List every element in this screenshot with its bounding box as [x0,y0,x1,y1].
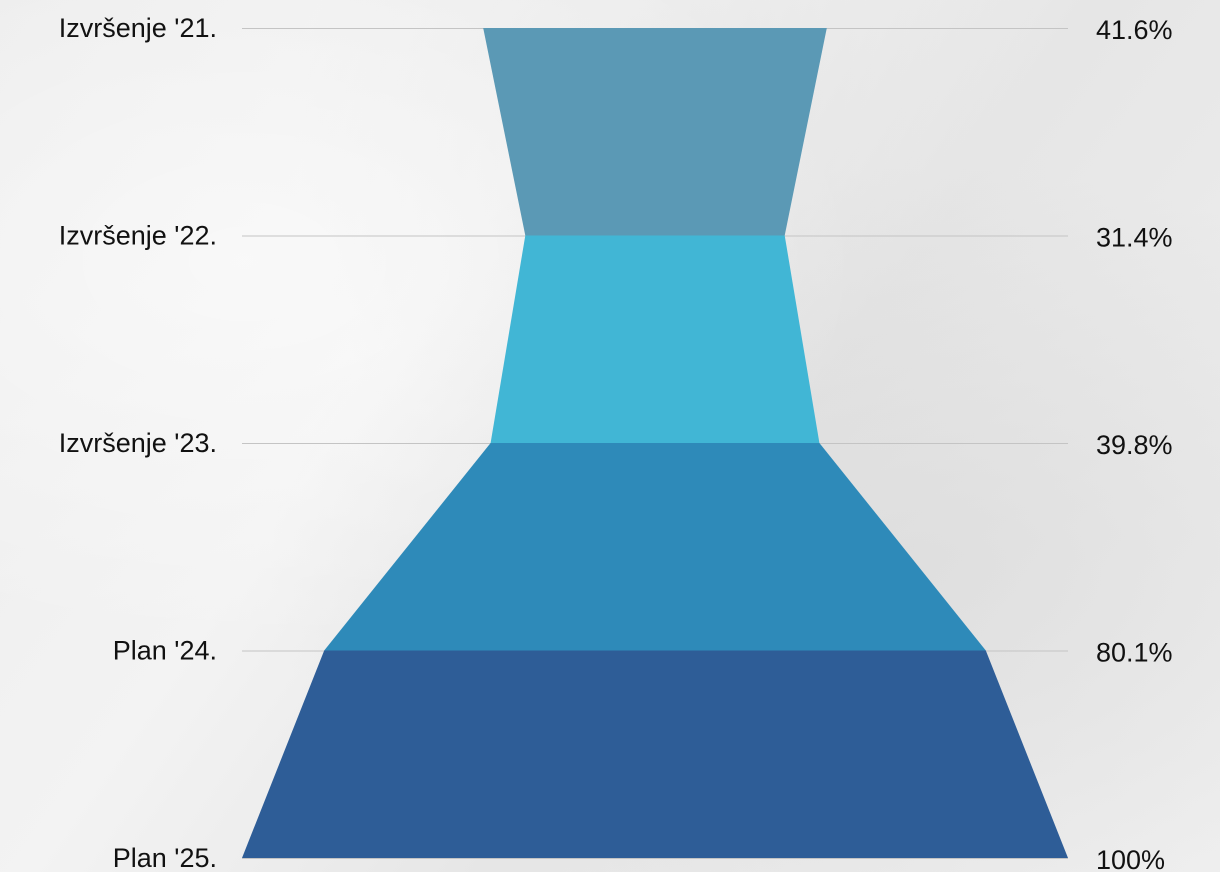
value-labels: 41.6% 31.4% 39.8% 80.1% 100% [1096,15,1173,872]
category-label: Izvršenje '22. [59,221,217,251]
category-label: Izvršenje '21. [59,13,217,43]
value-label: 39.8% [1096,430,1173,460]
value-label: 31.4% [1096,223,1173,253]
funnel-band [324,443,986,651]
funnel-band [242,650,1068,858]
value-label: 41.6% [1096,15,1173,45]
funnel-band [483,28,827,236]
funnel-band [490,235,820,443]
category-label: Plan '24. [113,636,217,666]
category-labels: Izvršenje '21. Izvršenje '22. Izvršenje '2… [59,13,217,872]
value-label: 100% [1096,845,1165,872]
value-label: 80.1% [1096,638,1173,668]
funnel-bands [242,28,1068,858]
category-label: Izvršenje '23. [59,428,217,458]
category-label: Plan '25. [113,843,217,872]
